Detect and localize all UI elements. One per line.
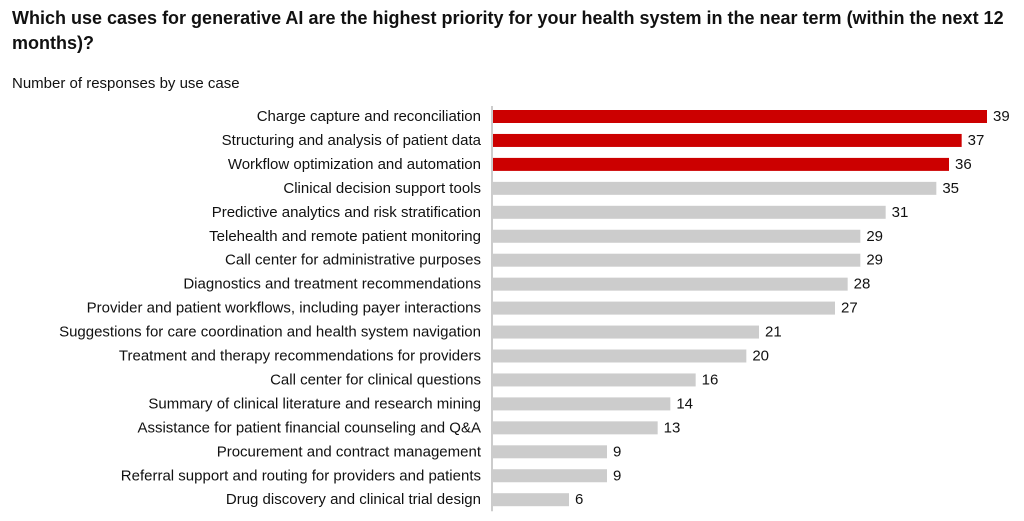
value-label: 29	[866, 228, 883, 245]
value-label: 20	[752, 348, 769, 365]
bar	[493, 277, 848, 291]
category-label: Telehealth and remote patient monitoring	[209, 228, 481, 245]
bar	[493, 301, 835, 315]
category-label: Call center for clinical questions	[270, 371, 481, 388]
bar	[493, 133, 962, 147]
value-label: 27	[841, 300, 858, 317]
category-label: Treatment and therapy recommendations fo…	[119, 348, 481, 365]
category-label: Provider and patient workflows, includin…	[87, 300, 481, 317]
category-label: Summary of clinical literature and resea…	[148, 395, 481, 412]
category-label: Structuring and analysis of patient data	[222, 132, 482, 149]
value-label: 39	[993, 108, 1010, 125]
bar	[493, 445, 607, 459]
value-label: 6	[575, 491, 583, 508]
value-label: 16	[702, 371, 719, 388]
category-label: Predictive analytics and risk stratifica…	[212, 204, 481, 221]
bar	[493, 493, 569, 507]
category-label: Workflow optimization and automation	[228, 156, 481, 173]
value-label: 14	[676, 395, 693, 412]
value-label: 31	[892, 204, 909, 221]
bar	[493, 181, 937, 195]
value-label: 21	[765, 324, 782, 341]
chart-subtitle: Number of responses by use case	[12, 75, 240, 92]
value-label: 36	[955, 156, 972, 173]
category-label: Suggestions for care coordination and he…	[59, 324, 481, 341]
category-label: Assistance for patient financial counsel…	[137, 419, 481, 436]
value-label: 29	[866, 252, 883, 269]
category-label: Call center for administrative purposes	[225, 252, 481, 269]
value-label: 9	[613, 443, 621, 460]
value-label: 37	[968, 132, 985, 149]
value-label: 9	[613, 467, 621, 484]
bar	[493, 373, 696, 387]
value-label: 13	[664, 419, 681, 436]
bar	[493, 229, 861, 243]
category-label: Drug discovery and clinical trial design	[226, 491, 481, 508]
bar	[493, 349, 747, 363]
bar	[493, 253, 861, 267]
category-label: Procurement and contract management	[217, 443, 482, 460]
value-label: 35	[942, 180, 959, 197]
bar	[493, 421, 658, 435]
bar	[493, 397, 671, 411]
category-label: Referral support and routing for provide…	[121, 467, 481, 484]
bar	[493, 469, 607, 483]
bar	[493, 110, 987, 123]
bar	[493, 205, 886, 219]
category-label: Diagnostics and treatment recommendation…	[183, 276, 481, 293]
category-label: Charge capture and reconciliation	[257, 108, 481, 125]
category-label: Clinical decision support tools	[283, 180, 481, 197]
value-label: 28	[854, 276, 871, 293]
bar	[493, 157, 949, 171]
chart-title: Which use cases for generative AI are th…	[12, 8, 1004, 53]
bar	[493, 325, 759, 339]
